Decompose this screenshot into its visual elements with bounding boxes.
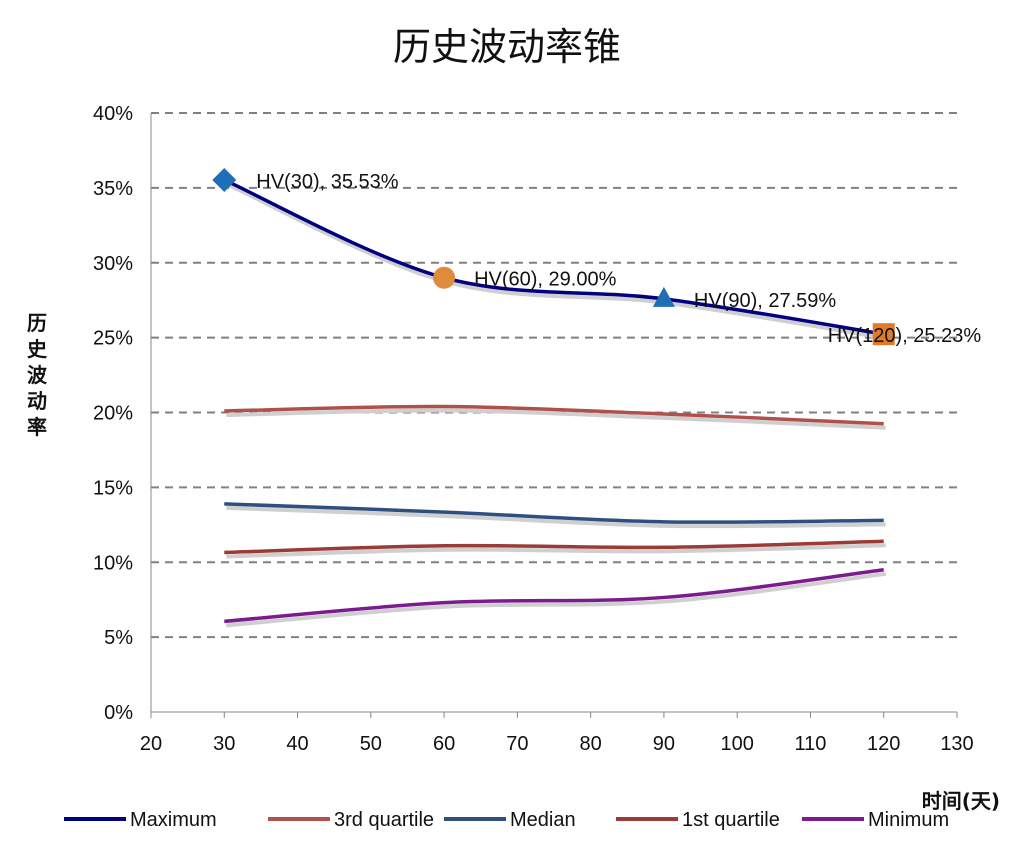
series-line-median [224,502,884,524]
y-tick-label: 20% [93,403,133,425]
series-shadow-maximum [225,182,887,341]
hv-annotation-60: HV(60), 29.00% [474,269,617,291]
legend: Maximum 3rd quartile Median 1st quartile Min… [64,809,949,831]
series-line-1st-quartile [224,539,884,555]
y-tick-label: 0% [104,702,133,724]
x-tick-label: 70 [506,733,528,755]
x-tick-label: 30 [213,733,235,755]
y-tick-label: 35% [93,178,133,200]
series-lines [223,178,887,628]
hv-annotation-90: HV(90), 27.59% [694,290,837,312]
hv-marker-60 [433,266,456,289]
y-tick-label: 30% [93,253,133,275]
series-line-maximum [223,178,885,336]
y-axis-label: 历史波动率 [27,311,48,439]
x-tick-label: 40 [286,733,308,755]
hv-annotation-120: HV(120), 25.23% [828,325,982,347]
x-tick-label: 90 [653,733,675,755]
x-axis-label: 时间(天) [922,789,1000,813]
series-shadow-1st-quartile [226,543,886,559]
x-tick-label: 80 [580,733,602,755]
hv-markers [212,167,895,346]
legend-label-median: Median [510,809,576,831]
series-line-minimum [224,568,884,624]
x-tick-label: 50 [360,733,382,755]
y-tick-label: 25% [93,328,133,350]
series-shadow-minimum [226,571,886,628]
x-tick-label: 100 [720,733,753,755]
hv-marker-90 [652,286,675,307]
hv-marker-120 [872,323,895,346]
series-line-3rd-quartile [224,404,884,426]
hv-annotation-30: HV(30), 35.53% [256,171,399,193]
x-tick-label: 130 [940,733,973,755]
legend-label-minimum: Minimum [868,809,949,831]
y-tick-label: 15% [93,477,133,499]
legend-label-maximum: Maximum [130,809,217,831]
x-tick-label: 20 [140,733,162,755]
y-tick-label: 10% [93,552,133,574]
x-tick-label: 60 [433,733,455,755]
series-shadow-median [226,505,886,529]
hv-annotations: HV(30), 35.53% HV(60), 29.00% HV(90), 27.5… [256,171,981,347]
y-tick-label: 40% [93,103,133,125]
x-tick-label: 110 [795,733,827,755]
series-shadow-3rd-quartile [226,408,886,430]
legend-label-1st-quartile: 1st quartile [682,809,780,831]
chart-title: 历史波动率锥 [393,25,621,69]
axes [150,113,958,718]
x-tick-label: 120 [867,733,900,755]
hv-marker-30 [212,167,237,192]
legend-label-3rd-quartile: 3rd quartile [334,809,434,831]
x-tick-labels: 20 30 40 50 60 70 80 90 100 110 120 130 [140,733,974,755]
y-tick-labels: 0% 5% 10% 15% 20% 25% 30% 35% 40% [93,103,133,724]
y-tick-label: 5% [104,627,133,649]
